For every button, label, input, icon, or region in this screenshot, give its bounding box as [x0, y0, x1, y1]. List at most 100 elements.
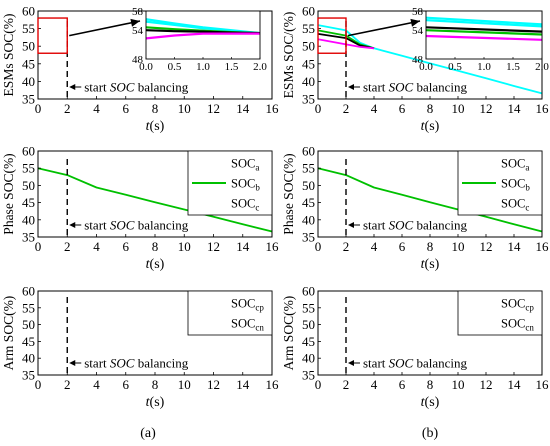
x-tick-label: 0 [315, 239, 322, 254]
y-tick-label: 40 [302, 351, 315, 366]
legend-entry: SOCcp [231, 297, 264, 313]
annotation-text: start SOC balancing [84, 218, 188, 233]
y-tick-label: 40 [22, 74, 35, 89]
y-tick-label: 45 [22, 195, 35, 210]
legend-box [457, 290, 543, 336]
y-axis-label: Phase SOC(%) [281, 153, 296, 234]
y-tick-label: 50 [22, 178, 35, 193]
x-tick-label: 12 [207, 377, 220, 392]
x-tick-label: 10 [178, 377, 191, 392]
x-tick-label: 14 [236, 239, 250, 254]
x-tick-label: 4 [93, 239, 100, 254]
zoom-region-box [37, 17, 68, 54]
y-tick-label: 55 [22, 21, 35, 36]
inset-x-tick-label: 1.5 [506, 61, 520, 73]
x-tick-label: 6 [123, 239, 130, 254]
inset-x-tick-label: 1.5 [225, 61, 239, 73]
inset-x-tick-label: 0.0 [139, 61, 153, 73]
x-axis-label: t(s) [421, 119, 440, 134]
x-tick-label: 14 [508, 101, 522, 116]
legend-box [187, 290, 273, 336]
x-tick-label: 6 [123, 101, 130, 116]
y-tick-label: 35 [22, 230, 35, 245]
x-tick-label: 16 [536, 377, 550, 392]
y-tick-label: 50 [22, 317, 35, 332]
y-tick-label: 40 [302, 212, 315, 227]
y-tick-label: 55 [302, 161, 315, 176]
y-tick-label: 50 [302, 39, 315, 54]
x-tick-label: 8 [152, 101, 159, 116]
x-tick-label: 8 [152, 239, 159, 254]
y-tick-label: 45 [302, 56, 315, 71]
x-tick-label: 8 [152, 377, 159, 392]
panel-b-esm: 0 2 4 6 8 10 12 14 16 35 40 45 50 55 60 ESMs SOC/(%) t(s… [281, 4, 549, 135]
x-tick-label: 6 [399, 101, 406, 116]
x-tick-label: 12 [480, 377, 493, 392]
y-tick-label: 60 [302, 284, 315, 299]
x-tick-label: 10 [452, 377, 465, 392]
legend-entry: SOCcp [501, 297, 534, 313]
x-tick-label: 10 [452, 239, 465, 254]
x-axis-label: t(s) [146, 257, 165, 272]
x-tick-label: 10 [178, 101, 191, 116]
y-tick-label: 60 [302, 4, 315, 19]
inset-series-line-magenta [145, 32, 260, 40]
y-tick-label: 60 [22, 284, 35, 299]
x-tick-label: 12 [207, 101, 220, 116]
inset-x-tick-label: 1.0 [477, 61, 491, 73]
x-tick-label: 16 [266, 101, 280, 116]
inset-x-tick-label: 1.0 [196, 61, 210, 73]
y-tick-label: 55 [22, 300, 35, 315]
x-tick-label: 0 [35, 101, 42, 116]
y-axis-label: ESMs SOC(%) [1, 14, 16, 97]
x-tick-label: 4 [371, 101, 378, 116]
inset-y-tick-label: 48 [412, 54, 424, 66]
inset-plot: 0.0 0.5 1.0 1.5 2.0 48 54 58 [412, 6, 549, 73]
x-tick-label: 2 [64, 377, 71, 392]
zoom-arrow-head [130, 18, 140, 27]
y-tick-label: 35 [22, 368, 35, 383]
x-axis-label: t(s) [146, 395, 165, 410]
x-tick-label: 2 [343, 101, 350, 116]
x-tick-label: 0 [35, 377, 42, 392]
inset-y-tick-label: 58 [132, 6, 144, 18]
y-tick-label: 40 [22, 351, 35, 366]
x-tick-label: 2 [64, 101, 71, 116]
panel-caption-a: (a) [140, 426, 156, 441]
x-axis-label: t(s) [421, 257, 440, 272]
y-tick-label: 55 [302, 21, 315, 36]
legend-entry: SOCcn [501, 317, 534, 333]
annotation-text: start SOC balancing [363, 80, 467, 95]
annotation-arrow-head [348, 84, 354, 90]
x-tick-label: 6 [399, 239, 406, 254]
annotation-text: start SOC balancing [84, 80, 188, 95]
annotation-arrow-head [348, 222, 354, 228]
x-tick-label: 12 [207, 239, 220, 254]
x-axis-label: t(s) [146, 119, 165, 134]
legend-entry: SOCc [501, 197, 529, 213]
inset-x-tick-label: 2.0 [253, 61, 267, 73]
y-tick-label: 50 [302, 178, 315, 193]
inset-series-line-black [425, 26, 543, 33]
zoom-region-box [317, 17, 347, 54]
x-tick-label: 14 [508, 239, 522, 254]
x-tick-label: 8 [427, 377, 434, 392]
x-tick-label: 16 [536, 239, 550, 254]
y-tick-label: 35 [22, 92, 35, 107]
y-axis-label: Arm SOC(%) [281, 296, 296, 371]
legend-entry: SOCb [231, 177, 260, 193]
x-tick-label: 12 [480, 239, 493, 254]
inset-y-tick-label: 58 [412, 6, 424, 18]
x-tick-label: 6 [399, 377, 406, 392]
y-tick-label: 60 [22, 4, 35, 19]
inset-series-line-cyan [425, 19, 543, 28]
inset-series-line-cyan [425, 16, 543, 26]
y-axis-label: Phase SOC(%) [1, 153, 16, 234]
x-tick-label: 4 [371, 239, 378, 254]
x-tick-label: 10 [178, 239, 191, 254]
x-tick-label: 2 [64, 239, 71, 254]
y-tick-label: 35 [302, 92, 315, 107]
